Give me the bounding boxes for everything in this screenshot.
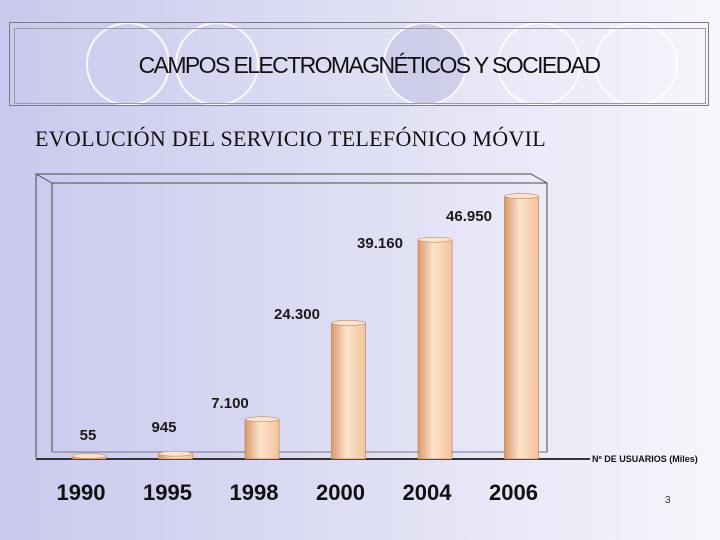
category-label-1995: 1995: [143, 480, 192, 505]
chart-frame-left: [35, 173, 53, 458]
category-label-2006: 2006: [489, 480, 538, 505]
category-label-1998: 1998: [230, 480, 279, 505]
value-label-1998: 7.100: [211, 395, 249, 412]
bar-1998: [244, 418, 280, 460]
value-label-1990: 55: [80, 427, 97, 444]
category-label-2004: 2004: [403, 480, 453, 505]
value-label-2000: 24.300: [274, 306, 320, 323]
bar-cap-1998: [244, 416, 280, 422]
value-label-1995: 945: [151, 419, 176, 436]
value-label-2004: 39.160: [357, 235, 403, 252]
bar-2000: [331, 322, 366, 460]
bar-2006: [504, 195, 539, 460]
header-frame-outer: [9, 22, 709, 106]
bar-cap-2004: [417, 236, 453, 243]
category-label-1990: 1990: [57, 480, 106, 505]
slide-subtitle: EVOLUCIÓN DEL SERVICIO TELEFÓNICO MÓVIL: [35, 126, 547, 151]
category-label-2000: 2000: [316, 480, 365, 505]
header-frame-inner: [14, 28, 706, 104]
value-label-2006: 46.950: [446, 208, 492, 225]
bar-cap-2000: [331, 320, 366, 326]
bar-cap-2006: [504, 193, 539, 199]
bar-2004: [417, 239, 453, 460]
bar-cap-1995: [158, 450, 193, 457]
chart-frame-top: [36, 173, 548, 184]
page-number: 3: [665, 495, 671, 506]
y-axis-label: Nº DE USUARIOS (Miles): [592, 454, 698, 464]
bar-cap-1990: [71, 453, 107, 459]
decor-circle: [383, 22, 467, 106]
slide-title: CAMPOS ELECTROMAGNÉTICOS Y SOCIEDAD: [138, 52, 601, 78]
